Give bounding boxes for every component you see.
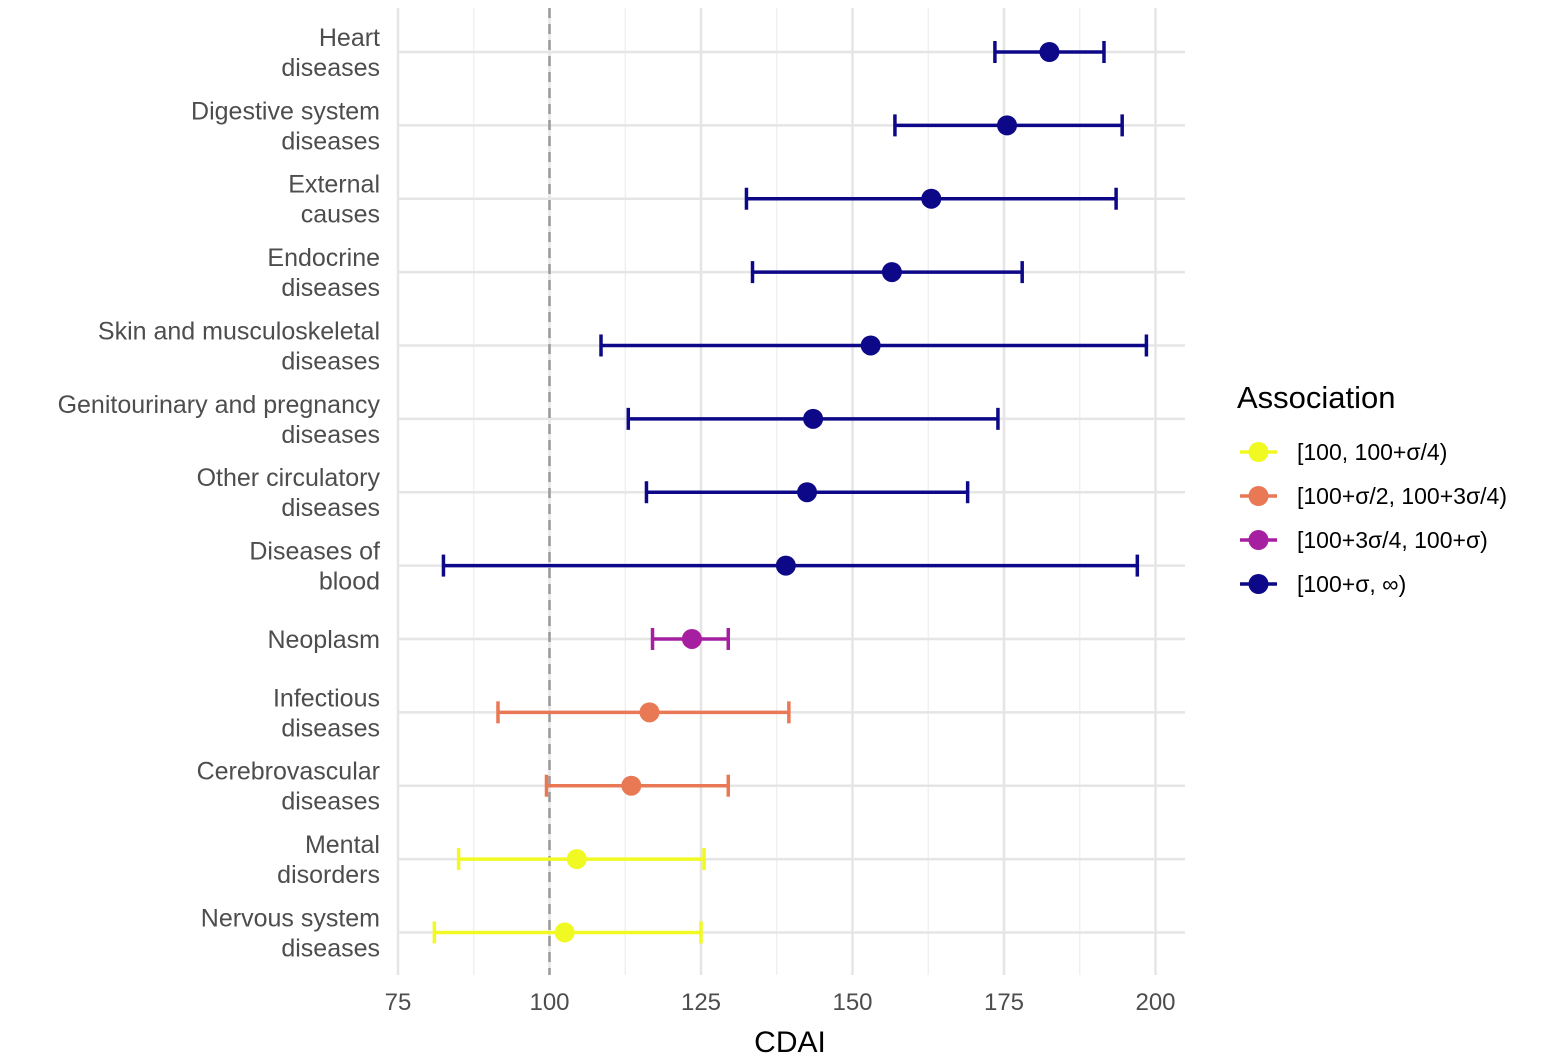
- legend-key-point: [1248, 530, 1269, 550]
- category-label-line: Diseases of: [249, 538, 380, 566]
- legend-title: Association: [1237, 380, 1396, 415]
- category-label-line: diseases: [281, 54, 380, 82]
- category-label-line: disorders: [277, 861, 380, 889]
- category-label: External causes: [288, 171, 380, 229]
- x-tick-label: 175: [984, 989, 1024, 1016]
- category-label-line: blood: [319, 568, 380, 596]
- estimate-row: [893, 114, 1124, 137]
- category-label: Nervous system diseases: [201, 904, 380, 962]
- legend-item: [100+σ/2, 100+3σ/4): [1240, 483, 1507, 509]
- estimate-row: [744, 187, 1118, 210]
- legend-label: [100+σ/2, 100+3σ/4): [1297, 483, 1507, 509]
- x-tick-label: 125: [681, 989, 721, 1016]
- legend-items: [100, 100+σ/4) [100+σ/2, 100+3σ/4) [100+3σ…: [1240, 439, 1507, 597]
- category-label-line: Mental: [305, 831, 380, 859]
- estimate-row: [456, 848, 706, 871]
- category-label-line: Infectious: [273, 684, 380, 712]
- estimate-row: [644, 481, 970, 504]
- category-label-line: Other circulatory: [197, 464, 381, 492]
- category-label: Cerebrovascular diseases: [197, 758, 380, 816]
- category-label-line: diseases: [281, 494, 380, 522]
- legend: Association [100, 100+σ/4) [100+σ/2, 100+…: [1237, 380, 1507, 597]
- legend-key-point: [1248, 574, 1269, 594]
- estimate-row: [626, 407, 1000, 430]
- x-axis-title: CDAI: [754, 1026, 826, 1057]
- x-tick-label: 100: [529, 989, 569, 1016]
- category-label-line: diseases: [281, 127, 380, 155]
- category-label-line: Cerebrovascular: [197, 758, 380, 786]
- estimate-row: [441, 554, 1140, 577]
- x-tick-label: 200: [1135, 989, 1175, 1016]
- category-label-line: Digestive system: [191, 97, 380, 125]
- category-label-line: causes: [301, 201, 380, 229]
- category-label: Genitourinary and pregnancy diseases: [58, 391, 381, 449]
- legend-label: [100, 100+σ/4): [1297, 439, 1447, 465]
- estimate-point: [554, 922, 575, 943]
- category-label-line: Skin and musculoskeletal: [98, 317, 380, 345]
- category-label-line: diseases: [281, 934, 380, 962]
- data-marks: [432, 41, 1149, 944]
- estimate-row: [544, 774, 731, 797]
- estimate-point: [881, 262, 902, 283]
- category-label-line: diseases: [281, 347, 380, 375]
- estimate-row: [993, 41, 1106, 63]
- estimate-point: [803, 408, 824, 429]
- estimate-row: [750, 261, 1024, 284]
- legend-label: [100+3σ/4, 100+σ): [1297, 527, 1488, 553]
- estimate-point: [681, 628, 702, 649]
- estimate-point: [566, 849, 587, 870]
- estimate-point: [639, 702, 660, 723]
- estimate-row: [650, 627, 731, 650]
- category-label: Heart diseases: [281, 24, 380, 82]
- category-label-line: Neoplasm: [267, 626, 380, 654]
- legend-item: [100, 100+σ/4): [1240, 439, 1447, 465]
- category-label: Infectious diseases: [273, 684, 380, 742]
- estimate-point: [797, 482, 818, 503]
- estimate-point: [1039, 42, 1060, 62]
- category-label-line: diseases: [281, 714, 380, 742]
- x-tick-label: 75: [385, 989, 412, 1016]
- estimate-point: [860, 335, 881, 356]
- legend-key-point: [1248, 486, 1269, 506]
- category-label: Other circulatory diseases: [197, 464, 381, 522]
- category-label-line: Genitourinary and pregnancy: [58, 391, 381, 419]
- category-label-line: diseases: [281, 421, 380, 449]
- category-label: Neoplasm: [267, 626, 380, 654]
- x-tick-labels: 75 100 125 150 175 200: [385, 989, 1176, 1016]
- category-label: Diseases of blood: [249, 538, 380, 596]
- estimate-point: [921, 188, 942, 209]
- category-label-line: diseases: [281, 274, 380, 302]
- estimate-point: [997, 115, 1018, 136]
- estimate-point: [621, 775, 642, 796]
- category-label-line: Heart: [319, 24, 380, 52]
- category-label: Skin and musculoskeletal diseases: [98, 317, 380, 375]
- estimate-point: [775, 555, 796, 576]
- estimate-row: [599, 334, 1149, 357]
- category-label: Digestive system diseases: [191, 97, 380, 155]
- estimate-row: [432, 921, 703, 944]
- category-label-line: diseases: [281, 788, 380, 816]
- category-label: Mental disorders: [277, 831, 380, 889]
- legend-label: [100+σ, ∞): [1297, 571, 1406, 597]
- category-label-line: External: [288, 171, 380, 199]
- legend-item: [100+σ, ∞): [1240, 571, 1406, 597]
- category-label: Endocrine diseases: [267, 244, 380, 302]
- legend-item: [100+3σ/4, 100+σ): [1240, 527, 1488, 553]
- x-tick-label: 150: [832, 989, 872, 1016]
- estimate-row: [496, 701, 791, 724]
- category-label-line: Nervous system: [201, 904, 380, 932]
- category-label-line: Endocrine: [267, 244, 380, 272]
- legend-key-point: [1248, 442, 1269, 462]
